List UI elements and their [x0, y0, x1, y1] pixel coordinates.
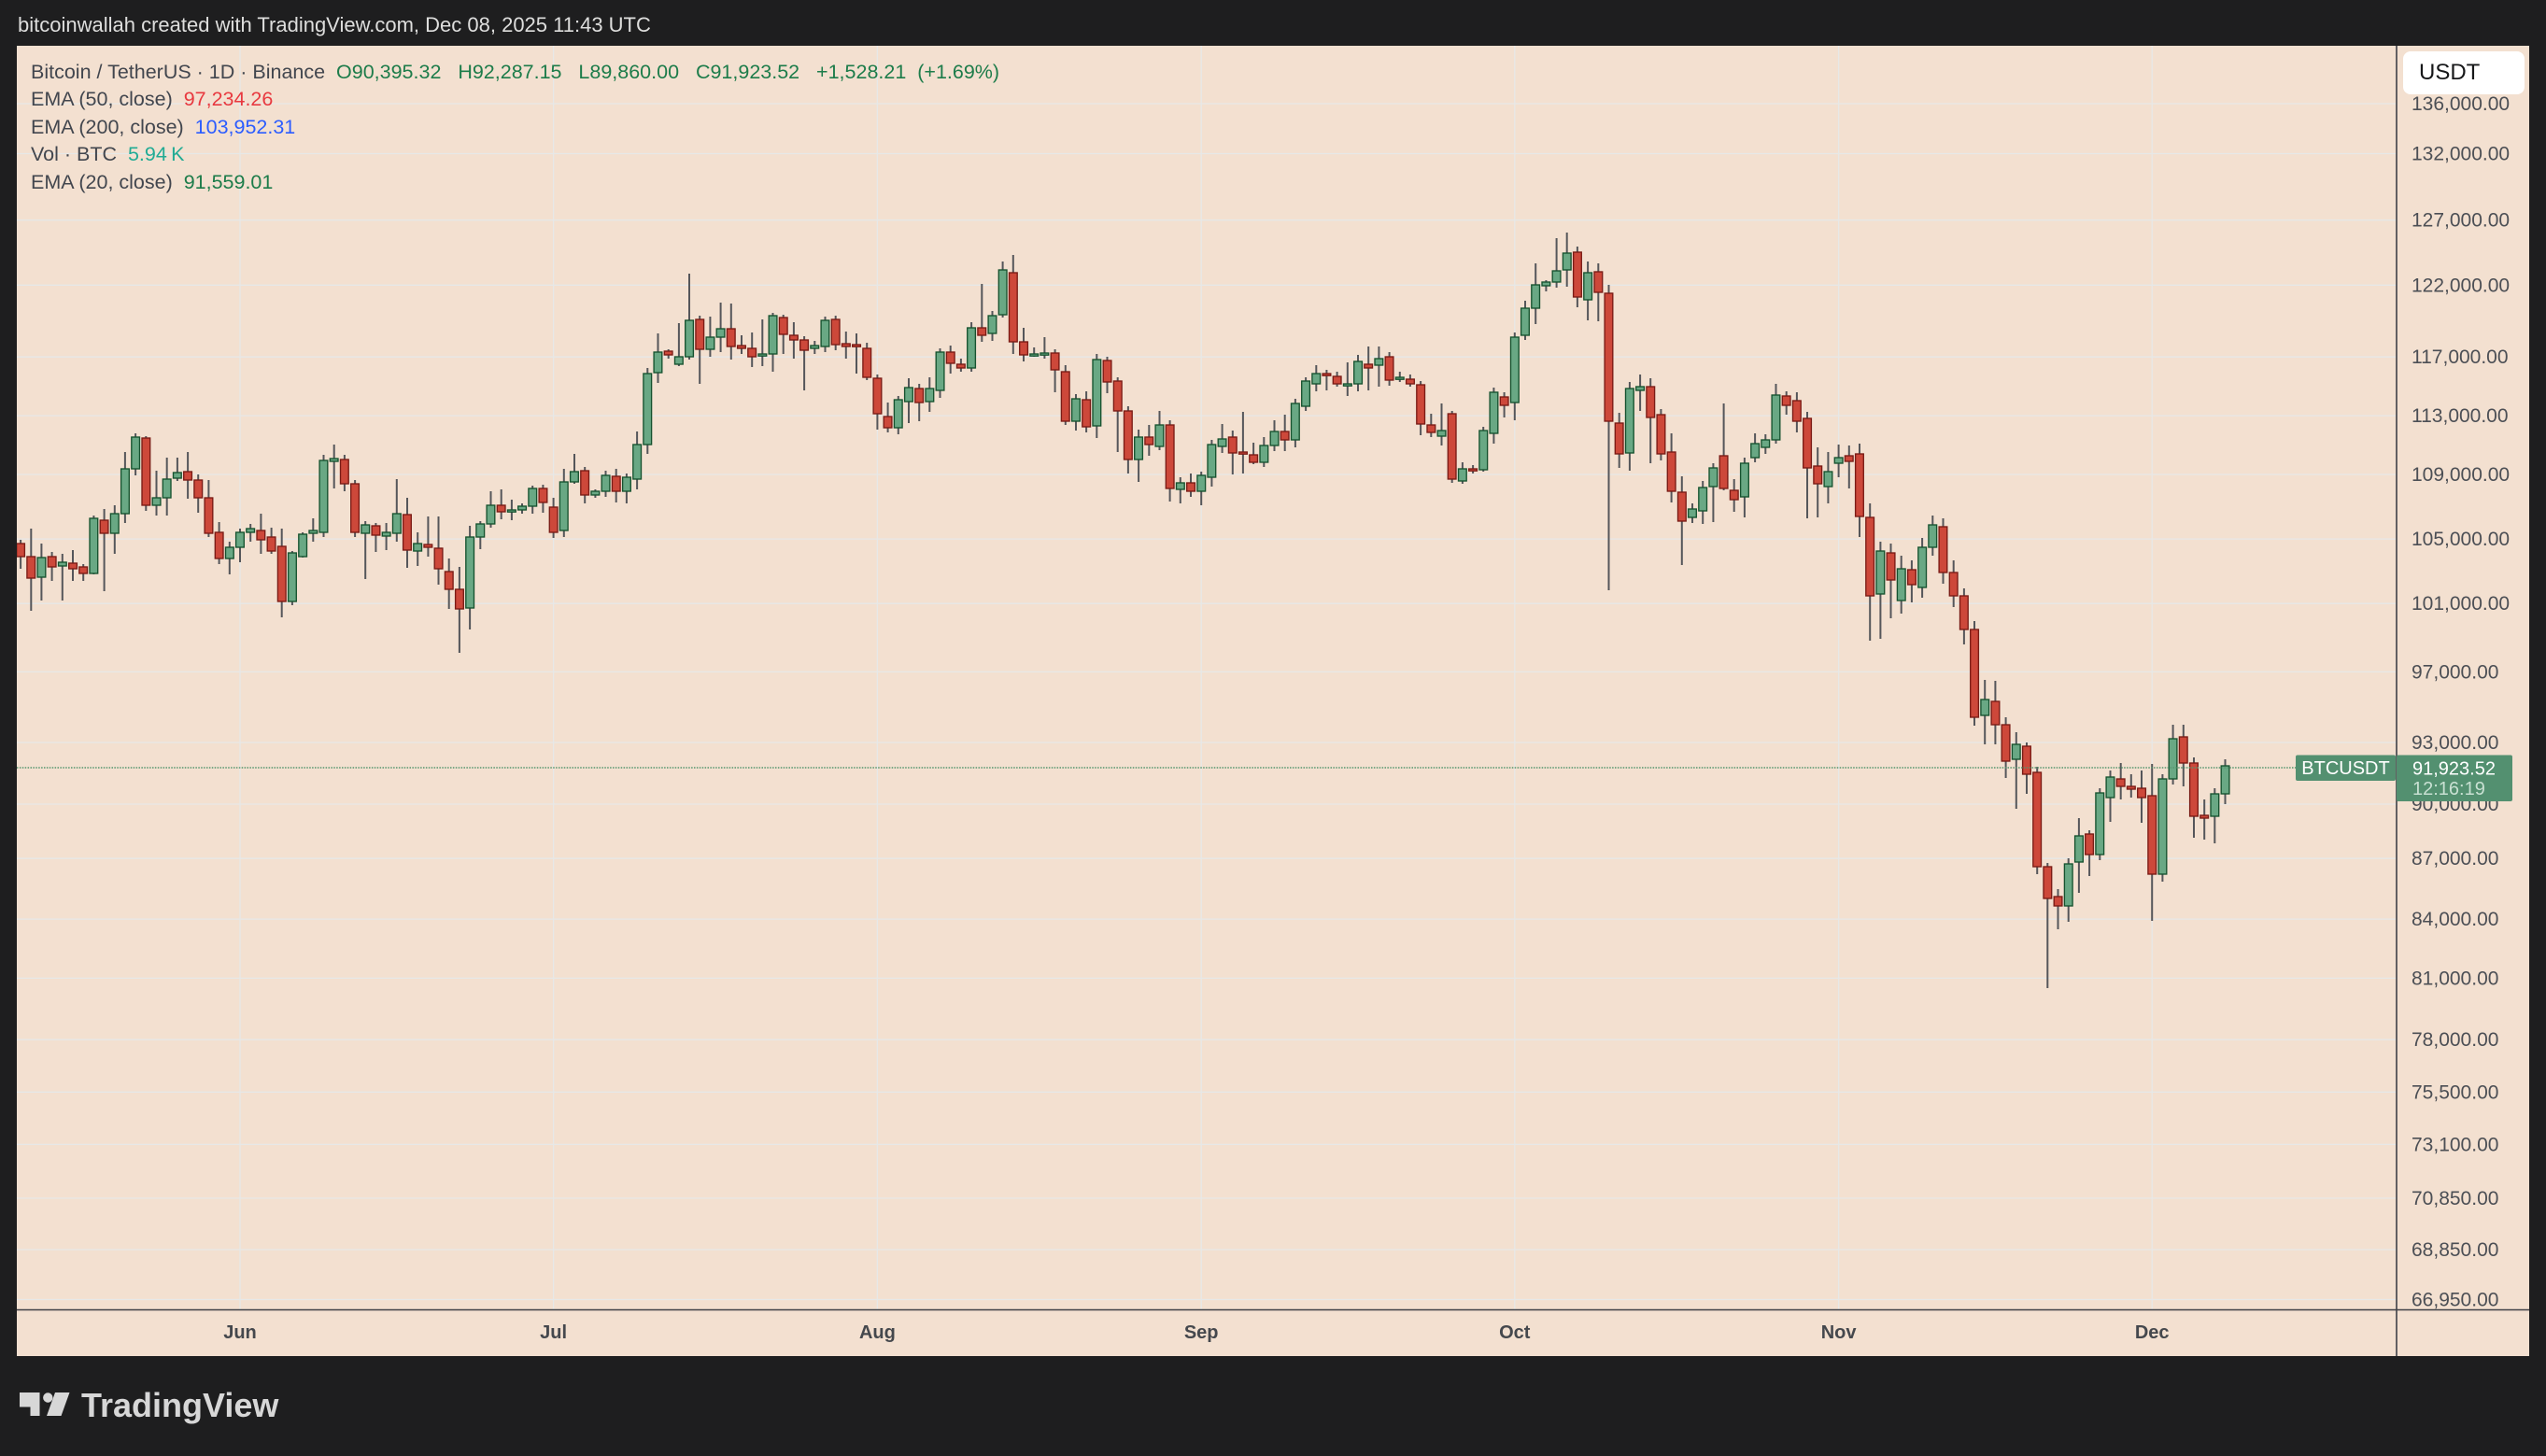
- svg-text:TradingView: TradingView: [81, 1388, 279, 1424]
- svg-text:132,000.00: 132,000.00: [2412, 144, 2510, 165]
- svg-text:73,100.00: 73,100.00: [2412, 1134, 2498, 1155]
- svg-text:Aug: Aug: [859, 1322, 896, 1343]
- svg-text:Jul: Jul: [540, 1322, 567, 1343]
- svg-text:97,000.00: 97,000.00: [2412, 661, 2498, 683]
- svg-text:93,000.00: 93,000.00: [2412, 732, 2498, 754]
- svg-text:70,850.00: 70,850.00: [2412, 1188, 2498, 1209]
- svg-text:109,000.00: 109,000.00: [2412, 464, 2510, 486]
- svg-text:66,950.00: 66,950.00: [2412, 1290, 2498, 1311]
- svg-text:Nov: Nov: [1821, 1322, 1858, 1343]
- svg-text:81,000.00: 81,000.00: [2412, 968, 2498, 989]
- svg-text:117,000.00: 117,000.00: [2412, 346, 2509, 368]
- svg-text:136,000.00: 136,000.00: [2412, 93, 2510, 115]
- svg-text:12:16:19: 12:16:19: [2412, 779, 2485, 799]
- svg-text:122,000.00: 122,000.00: [2412, 275, 2510, 296]
- svg-text:78,000.00: 78,000.00: [2412, 1029, 2498, 1051]
- svg-text:Dec: Dec: [2135, 1322, 2170, 1343]
- svg-text:BTCUSDT: BTCUSDT: [2301, 758, 2389, 779]
- svg-text:105,000.00: 105,000.00: [2412, 529, 2510, 550]
- svg-text:84,000.00: 84,000.00: [2412, 909, 2498, 930]
- svg-text:127,000.00: 127,000.00: [2412, 210, 2510, 232]
- svg-text:Sep: Sep: [1184, 1322, 1219, 1343]
- svg-text:68,850.00: 68,850.00: [2412, 1239, 2498, 1261]
- svg-text:75,500.00: 75,500.00: [2412, 1081, 2498, 1103]
- svg-text:87,000.00: 87,000.00: [2412, 848, 2498, 869]
- svg-text:91,923.52: 91,923.52: [2412, 759, 2496, 780]
- svg-text:Oct: Oct: [1499, 1322, 1531, 1343]
- svg-text:101,000.00: 101,000.00: [2412, 593, 2510, 615]
- svg-text:Jun: Jun: [223, 1322, 257, 1343]
- svg-text:113,000.00: 113,000.00: [2412, 405, 2509, 427]
